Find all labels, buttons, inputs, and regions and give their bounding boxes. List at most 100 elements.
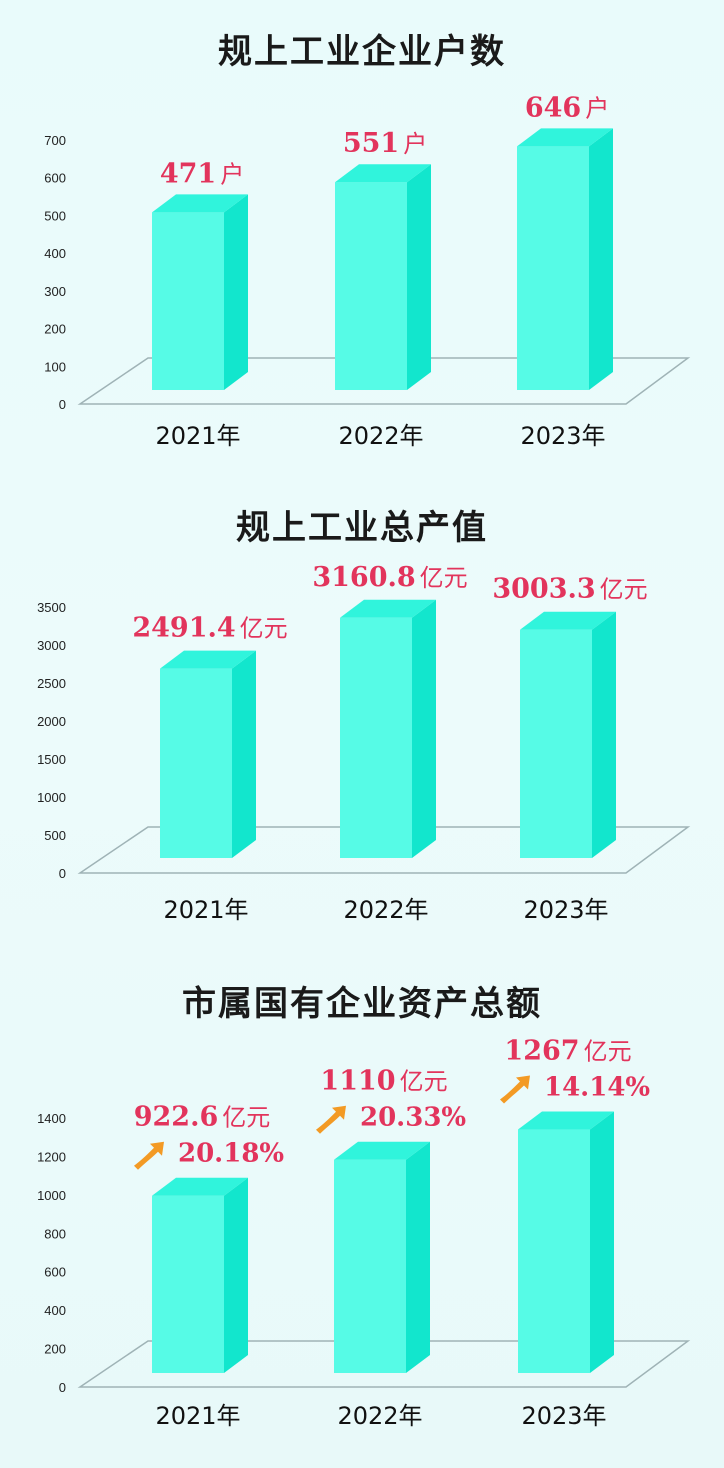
x-category-label: 2022年 <box>343 896 428 924</box>
chart-panel-3: 市属国有企业资产总额 0 200 400 600 800 1000 1200 1400 2021… <box>0 950 724 1468</box>
bar-2022年 <box>334 1141 430 1373</box>
bar-2022年 <box>335 164 431 390</box>
bar-front <box>517 146 589 390</box>
data-label-unit: 户 <box>585 94 609 122</box>
bar-2023年 <box>517 128 613 390</box>
y-tick-label: 0 <box>59 1380 66 1395</box>
chart-floor <box>77 826 691 874</box>
data-label-unit: 亿元 <box>584 1038 632 1066</box>
bar-front <box>335 182 407 390</box>
y-tick-label: 3500 <box>37 600 66 615</box>
y-tick-label: 2000 <box>37 714 66 729</box>
y-tick-label: 100 <box>44 359 66 374</box>
data-label-unit: 亿元 <box>600 576 648 604</box>
data-label-value: 551 <box>343 128 399 159</box>
y-tick-label: 600 <box>44 1265 66 1280</box>
data-label-value: 1267 <box>504 1036 579 1067</box>
data-label: 471 户 <box>160 158 244 189</box>
data-label-value: 471 <box>160 158 216 189</box>
data-label-value: 3003.3 <box>492 574 595 605</box>
bar-front <box>152 1195 224 1373</box>
up-arrow-shape <box>134 1141 164 1170</box>
chart-panel-2: 规上工业总产值 0 500 1000 1500 2000 2500 3000 3500 2021… <box>0 470 724 950</box>
x-category-label: 2023年 <box>521 1402 606 1430</box>
bar-front <box>518 1129 590 1373</box>
data-label: 922.6 亿元 <box>134 1102 271 1133</box>
y-tick-label: 500 <box>44 208 66 223</box>
bar-chart-3: 0 200 400 600 800 1000 1200 1400 2021年 2022年 2023年… <box>37 1036 691 1430</box>
y-tick-label: 0 <box>59 397 66 412</box>
bar-front <box>334 1159 406 1373</box>
data-label-unit: 户 <box>403 130 427 158</box>
data-label: 3160.8 亿元 <box>312 562 467 593</box>
data-label-unit: 亿元 <box>400 1068 448 1096</box>
bar-front <box>340 617 412 858</box>
data-label-unit: 亿元 <box>420 564 468 592</box>
up-arrow-shape <box>500 1075 530 1104</box>
y-tick-label: 300 <box>44 284 66 299</box>
bar-2023年 <box>520 611 616 858</box>
bar-top <box>517 128 613 147</box>
bar-front <box>160 668 232 858</box>
bar-chart-1: 0 100 200 300 400 500 600 700 2021年 2022年 2023年 471… <box>44 92 691 450</box>
data-label-unit: 户 <box>220 160 244 188</box>
bar-2021年 <box>152 1177 248 1373</box>
x-category-label: 2023年 <box>520 422 605 450</box>
bar-side <box>407 164 431 390</box>
up-arrow-icon <box>134 1141 164 1170</box>
bar-side <box>224 1177 248 1373</box>
chart-floor <box>77 357 691 405</box>
data-label-value: 646 <box>525 92 581 123</box>
data-label: 1267 亿元 <box>504 1036 631 1067</box>
y-tick-label: 400 <box>44 246 66 261</box>
data-label-value: 922.6 <box>134 1102 219 1133</box>
bar-top <box>160 650 256 669</box>
chart-title-1: 规上工业企业户数 <box>218 32 506 72</box>
data-label-value: 3160.8 <box>312 562 415 593</box>
y-tick-label: 1200 <box>37 1149 66 1164</box>
up-arrow-icon <box>500 1075 530 1104</box>
up-arrow-icon <box>316 1105 346 1134</box>
y-tick-label: 1000 <box>37 1188 66 1203</box>
x-category-label: 2021年 <box>155 422 240 450</box>
y-tick-label: 800 <box>44 1226 66 1241</box>
bar-front <box>520 629 592 858</box>
y-tick-label: 0 <box>59 866 66 881</box>
x-category-label: 2022年 <box>338 422 423 450</box>
bar-side <box>590 1111 614 1373</box>
data-label-unit: 亿元 <box>240 615 288 643</box>
bar-top <box>340 599 436 618</box>
y-tick-label: 2500 <box>37 676 66 691</box>
bar-side <box>592 611 616 858</box>
data-label: 1110 亿元 <box>320 1066 447 1097</box>
x-category-label: 2022年 <box>337 1402 422 1430</box>
y-tick-label: 600 <box>44 171 66 186</box>
bar-chart-2: 0 500 1000 1500 2000 2500 3000 3500 2021年 2022年 20… <box>37 562 691 924</box>
bar-2023年 <box>518 1111 614 1373</box>
data-label-value: 2491.4 <box>132 613 235 644</box>
bar-front <box>152 212 224 390</box>
chart-title-3: 市属国有企业资产总额 <box>182 984 542 1024</box>
bar-top <box>152 194 248 213</box>
y-tick-label: 1400 <box>37 1111 66 1126</box>
bar-top <box>152 1177 248 1196</box>
bar-2022年 <box>340 599 436 858</box>
bar-top <box>520 611 616 630</box>
data-label: 3003.3 亿元 <box>492 574 647 605</box>
bar-side <box>406 1141 430 1373</box>
data-label-value: 1110 <box>320 1066 395 1097</box>
y-tick-label: 700 <box>44 133 66 148</box>
chart-title-2: 规上工业总产值 <box>236 508 488 548</box>
bar-side <box>412 599 436 858</box>
growth-label: 20.33% <box>360 1103 466 1133</box>
x-category-label: 2023年 <box>523 896 608 924</box>
data-label: 551 户 <box>343 128 427 159</box>
growth-label: 20.18% <box>178 1139 284 1169</box>
data-label-unit: 亿元 <box>222 1104 270 1132</box>
y-tick-label: 1500 <box>37 752 66 767</box>
x-category-label: 2021年 <box>163 896 248 924</box>
chart-floor <box>77 1340 691 1388</box>
bar-side <box>224 194 248 390</box>
y-tick-label: 500 <box>44 828 66 843</box>
bar-top <box>335 164 431 183</box>
